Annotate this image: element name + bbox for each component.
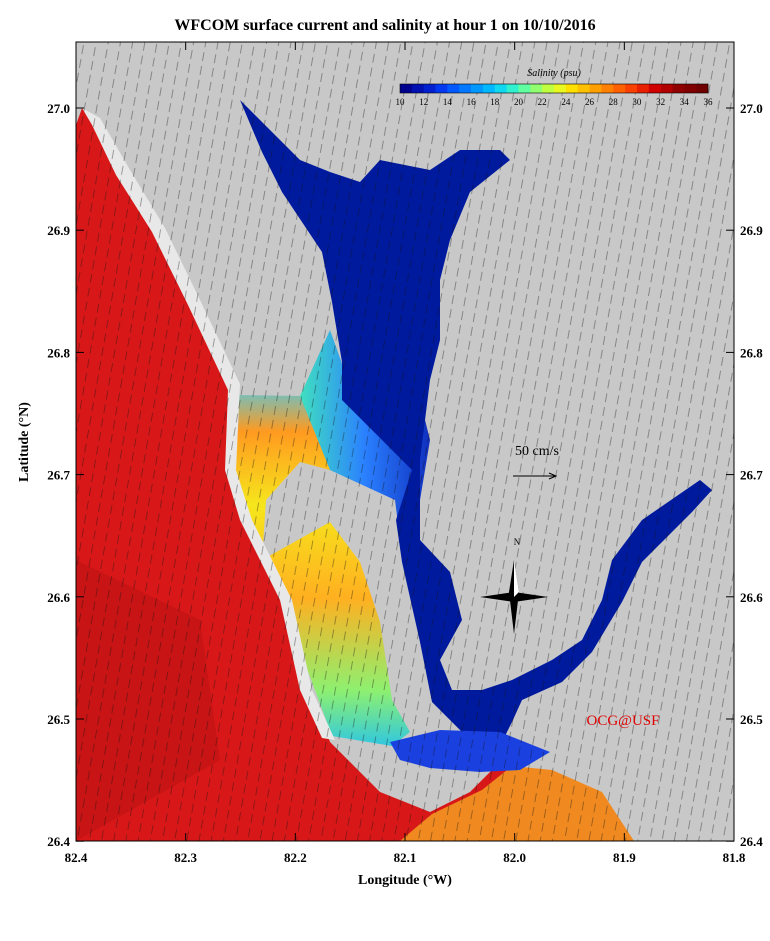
compass: N xyxy=(480,537,548,634)
x-tick-label: 82.4 xyxy=(65,850,88,865)
colorbar-cell xyxy=(423,84,436,93)
y-tick-label: 26.6 xyxy=(47,590,70,605)
colorbar-cell xyxy=(447,84,460,93)
colorbar-cell xyxy=(660,84,673,93)
current-vectors xyxy=(76,42,734,841)
colorbar-cell xyxy=(554,84,567,93)
colorbar-cell xyxy=(518,84,531,93)
colorbar-cell xyxy=(648,84,661,93)
colorbar-cell xyxy=(411,84,424,93)
colorbar-cell xyxy=(459,84,472,93)
colorbar-cell xyxy=(494,84,507,93)
colorbar-cell xyxy=(672,84,685,93)
y-tick-label-right: 26.4 xyxy=(740,834,763,849)
axes: Longitude (°W) Latitude (°N) 82.4 82.3 82.… xyxy=(17,42,763,888)
colorbar-tick-label: 28 xyxy=(609,97,619,107)
x-tick-label: 81.8 xyxy=(723,850,746,865)
colorbar-cell xyxy=(435,84,448,93)
scale-head xyxy=(548,472,558,480)
colorbar-cell xyxy=(471,84,484,93)
colorbar-cell xyxy=(636,84,650,93)
colorbar-cell xyxy=(684,84,697,93)
colorbar-tick-label: 22 xyxy=(538,97,547,107)
y-tick-label-right: 27.0 xyxy=(740,101,763,116)
y-tick-label: 27.0 xyxy=(47,101,70,116)
y-tick-label-right: 26.9 xyxy=(740,223,763,238)
y-tick-label: 26.7 xyxy=(47,468,70,483)
colorbar-tick-label: 34 xyxy=(680,97,690,107)
x-tick-label: 82.0 xyxy=(503,850,526,865)
x-tick-label: 81.9 xyxy=(613,850,636,865)
y-tick-label: 26.8 xyxy=(47,345,70,360)
y-tick-label: 26.4 xyxy=(47,834,70,849)
credit: OCG@USF xyxy=(586,713,659,729)
colorbar-cell xyxy=(482,84,496,93)
colorbar-tick-label: 24 xyxy=(561,97,571,107)
map-title: WFCOM surface current and salinity at ho… xyxy=(174,17,595,34)
colorbar: Salinity (psu) 10 12 14 16 18 20 22 24 26 28 30 32 3… xyxy=(396,68,714,107)
colorbar-cell xyxy=(577,84,590,93)
y-tick-label-right: 26.8 xyxy=(740,345,763,360)
compass-north: N xyxy=(514,537,521,547)
colorbar-cell xyxy=(613,84,626,93)
scale-arrow: 50 cm/s xyxy=(513,444,559,480)
colorbar-tick-label: 20 xyxy=(514,97,524,107)
x-tick-label: 82.1 xyxy=(394,850,417,865)
colorbar-cell xyxy=(696,84,709,93)
colorbar-cell xyxy=(530,84,543,93)
scale-label: 50 cm/s xyxy=(515,444,559,459)
colorbar-cell xyxy=(400,84,413,93)
x-tick-label: 82.2 xyxy=(284,850,307,865)
y-tick-label: 26.9 xyxy=(47,223,70,238)
colorbar-tick-label: 10 xyxy=(396,97,406,107)
colorbar-tick-label: 18 xyxy=(490,97,500,107)
map-area xyxy=(75,41,735,842)
x-axis-label: Longitude (°W) xyxy=(358,873,452,888)
colorbar-tick-label: 14 xyxy=(443,97,453,107)
compass-light xyxy=(514,560,519,597)
colorbar-cell xyxy=(601,84,614,93)
y-tick-label: 26.5 xyxy=(47,712,70,727)
colorbar-tick-label: 32 xyxy=(656,97,665,107)
colorbar-label: Salinity (psu) xyxy=(527,68,581,79)
colorbar-tick-label: 16 xyxy=(467,97,477,107)
colorbar-cell xyxy=(589,84,602,93)
y-tick-label-right: 26.6 xyxy=(740,590,763,605)
colorbar-frame xyxy=(399,83,709,94)
colorbar-tick-label: 26 xyxy=(585,97,595,107)
colorbar-tick-label: 36 xyxy=(704,97,714,107)
colorbar-cell xyxy=(506,84,519,93)
colorbar-tick-label: 30 xyxy=(632,97,642,107)
y-tick-label-right: 26.7 xyxy=(740,468,763,483)
x-tick-label: 82.3 xyxy=(174,850,197,865)
colorbar-cell xyxy=(542,84,555,93)
colorbar-cell xyxy=(625,84,638,93)
colorbar-tick-label: 12 xyxy=(419,97,428,107)
colorbar-cell xyxy=(565,84,578,93)
y-axis-label: Latitude (°N) xyxy=(17,402,32,482)
y-tick-label-right: 26.5 xyxy=(740,712,763,727)
